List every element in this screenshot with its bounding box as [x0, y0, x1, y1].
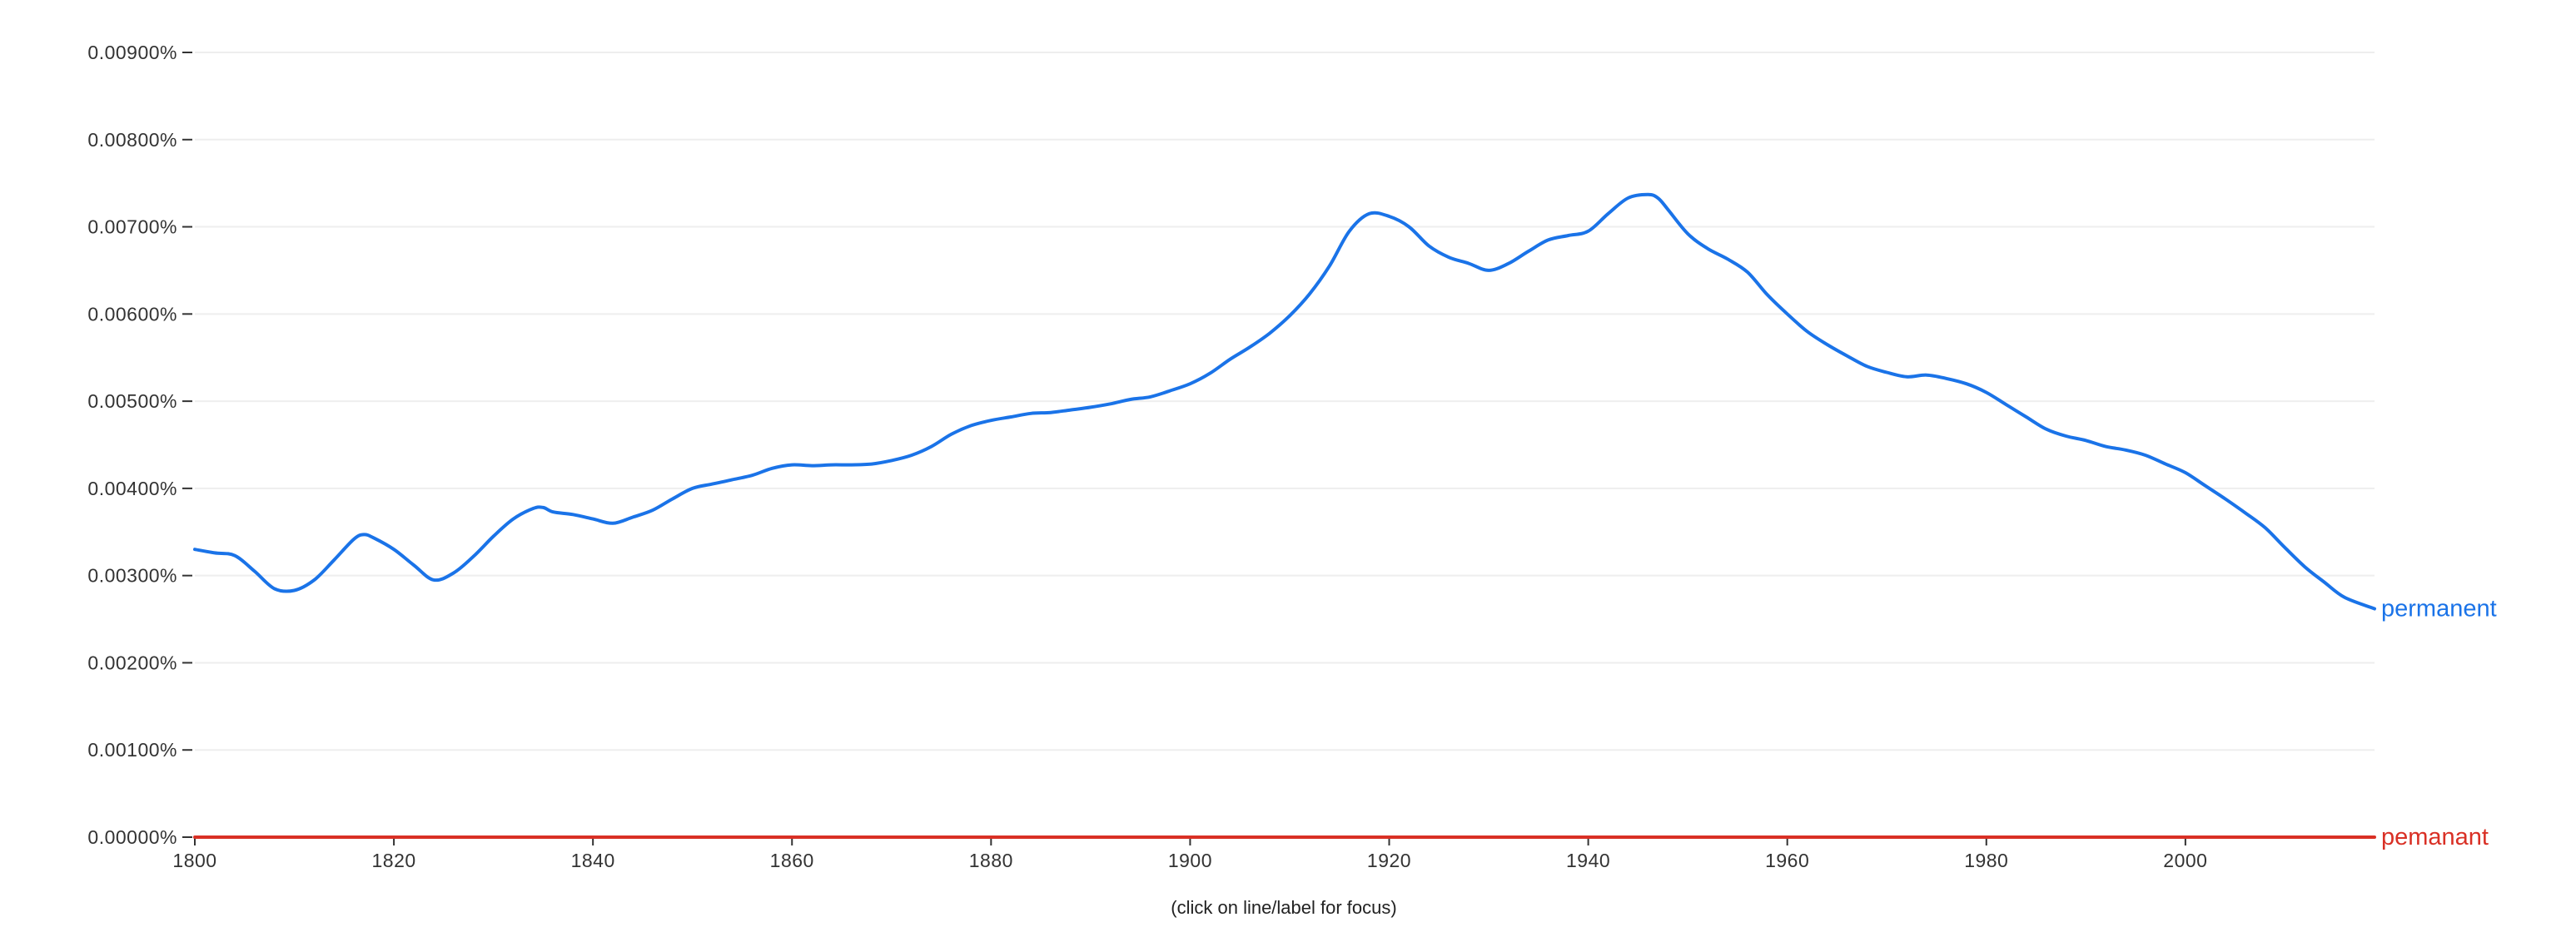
y-tick-label: 0.00700%: [87, 216, 177, 238]
x-tick-label: 2000: [2163, 850, 2207, 871]
x-tick-label: 1800: [172, 850, 216, 871]
y-tick-label: 0.00000%: [87, 826, 177, 848]
series-label-permanent[interactable]: permanent: [2381, 595, 2497, 622]
x-tick-label: 1920: [1367, 850, 1411, 871]
x-tick-label: 1900: [1168, 850, 1212, 871]
series-line-permanent[interactable]: [193, 192, 2376, 611]
x-tick-label: 1880: [969, 850, 1013, 871]
y-tick-label: 0.00800%: [87, 129, 177, 151]
series-labels[interactable]: permanent pemanant: [2381, 595, 2497, 850]
y-tick-label: 0.00200%: [87, 652, 177, 673]
x-axis: 1800 1820 1840 1860 1880 1900 1920 1940 1960 1980…: [172, 836, 2375, 871]
y-tick-label: 0.00900%: [87, 42, 177, 63]
y-tick-label: 0.00500%: [87, 390, 177, 412]
x-tick-label: 1840: [571, 850, 615, 871]
x-tick-label: 1860: [770, 850, 814, 871]
x-tick-label: 1960: [1765, 850, 1809, 871]
y-tick-label: 0.00600%: [87, 303, 177, 325]
y-tick-label: 0.00400%: [87, 478, 177, 499]
y-tick-label: 0.00100%: [87, 739, 177, 761]
grid-layer: [195, 52, 2375, 751]
y-tick-label: 0.00300%: [87, 565, 177, 587]
x-tick-label: 1940: [1566, 850, 1610, 871]
series-layer[interactable]: [193, 192, 2376, 839]
series-label-pemanant[interactable]: pemanant: [2381, 824, 2489, 850]
x-tick-label: 1820: [372, 850, 416, 871]
y-axis: 0.00000% 0.00100% 0.00200% 0.00300% 0.00400%…: [87, 42, 192, 848]
x-tick-label: 1980: [1964, 850, 2008, 871]
focus-hint-text: (click on line/label for focus): [1171, 897, 1396, 918]
